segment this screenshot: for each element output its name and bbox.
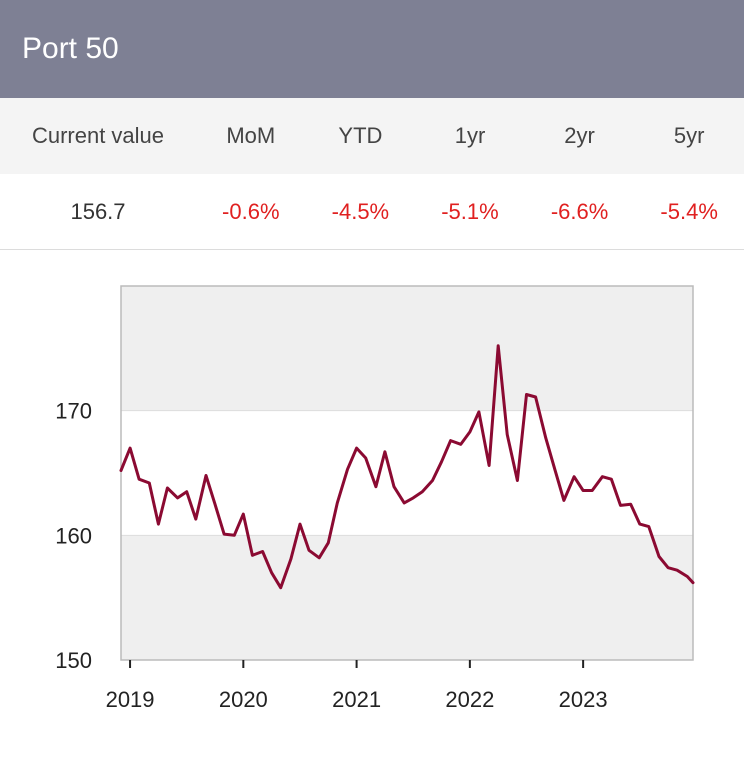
current-value: 156.7 (70, 198, 126, 224)
col-mom: MoM (226, 123, 276, 148)
col-5yr: 5yr (673, 123, 705, 148)
page-title: Port 50 (22, 32, 119, 65)
stats-value-row: 156.7 -0.6% -4.5% -5.1% -6.6% -5.4% (0, 174, 744, 250)
col-ytd: YTD (338, 123, 383, 148)
1yr-value: -5.1% (441, 198, 499, 224)
col-current-value: Current value (31, 123, 165, 148)
x-tick-label: 2023 (559, 687, 608, 712)
plot-border (120, 285, 694, 661)
chart-area: 150 160 170 2019 2020 2021 2022 2023 (0, 250, 744, 776)
x-tick-label: 2019 (106, 687, 155, 712)
2yr-value: -6.6% (550, 198, 609, 224)
grid-band-160-170 (121, 410, 693, 536)
header-bar: Port 50 (0, 0, 744, 98)
mom-value: -0.6% (222, 198, 280, 224)
stats-header-row: Current value MoM YTD 1yr 2yr 5yr (0, 98, 744, 174)
series-line (119, 344, 695, 590)
col-1yr: 1yr (454, 123, 486, 148)
ytd-value: -4.5% (331, 198, 390, 224)
line-chart: 150 160 170 2019 2020 2021 2022 2023 (55, 285, 695, 712)
col-2yr: 2yr (564, 123, 595, 148)
y-tick-label: 160 (55, 523, 92, 548)
x-tick-label: 2022 (445, 687, 494, 712)
y-tick-label: 170 (55, 399, 92, 424)
x-tick-label: 2020 (219, 687, 268, 712)
x-tick-label: 2021 (332, 687, 381, 712)
5yr-value: -5.4% (660, 198, 718, 224)
y-tick-label: 150 (55, 648, 92, 673)
